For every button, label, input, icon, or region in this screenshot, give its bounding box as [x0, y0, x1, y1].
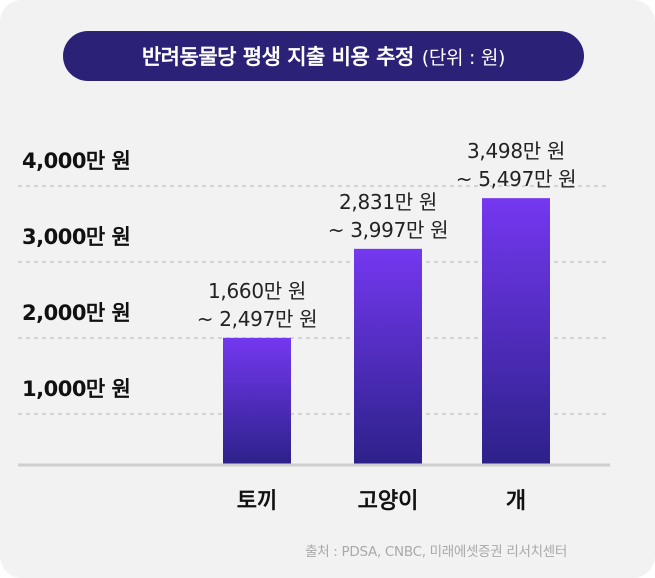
gridlines	[18, 185, 610, 415]
chart-title-banner: 반려동물당 평생 지출 비용 추정 (단위 : 원)	[63, 31, 584, 81]
x-tick-label: 고양이	[358, 489, 419, 514]
bar	[482, 198, 550, 465]
y-tick-label: 3,000만 원	[22, 225, 130, 249]
source-note: 출처 : PDSA, CNBC, 미래에셋증권 리서치센터	[305, 544, 567, 560]
x-axis-ticks: 토끼 고양이 개	[237, 489, 526, 514]
bar-range-label: ~ 2,497만 원	[197, 307, 318, 331]
y-tick-label: 4,000만 원	[22, 149, 130, 173]
x-tick-label: 개	[506, 489, 526, 514]
y-axis-ticks: 1,000만 원 2,000만 원 3,000만 원 4,000만 원	[22, 149, 131, 401]
bar-range-label: ~ 3,997만 원	[328, 218, 449, 242]
y-tick-label: 1,000만 원	[22, 377, 130, 401]
data-labels: 1,660만 원 ~ 2,497만 원 2,831만 원 ~ 3,997만 원 3,49…	[197, 139, 577, 331]
bar-value-label: 2,831만 원	[339, 190, 437, 214]
y-tick-label: 2,000만 원	[22, 301, 130, 325]
bar	[223, 337, 291, 464]
bar	[354, 248, 422, 464]
x-tick-label: 토끼	[237, 489, 277, 514]
bar-range-label: ~ 5,497만 원	[456, 167, 577, 191]
bar-value-label: 1,660만 원	[208, 279, 306, 303]
bars	[223, 198, 550, 465]
chart-unit-label: (단위 : 원)	[421, 46, 506, 69]
chart-title: 반려동물당 평생 지출 비용 추정	[141, 45, 414, 69]
bar-value-label: 3,498만 원	[467, 139, 565, 163]
